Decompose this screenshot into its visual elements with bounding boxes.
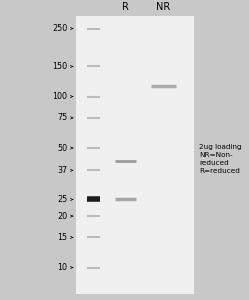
Text: 100: 100 [52,92,67,101]
Text: 2ug loading
NR=Non-
reduced
R=reduced: 2ug loading NR=Non- reduced R=reduced [199,144,242,174]
Text: NR: NR [156,2,170,13]
Text: 15: 15 [57,233,67,242]
Text: 10: 10 [57,263,67,272]
Text: 250: 250 [52,24,67,33]
Text: 75: 75 [57,113,67,122]
Bar [75,15,194,294]
Text: 20: 20 [57,212,67,220]
Text: 50: 50 [57,143,67,152]
Text: R: R [122,2,129,13]
Text: 37: 37 [57,166,67,175]
Text: 150: 150 [52,62,67,71]
Text: 25: 25 [57,195,67,204]
